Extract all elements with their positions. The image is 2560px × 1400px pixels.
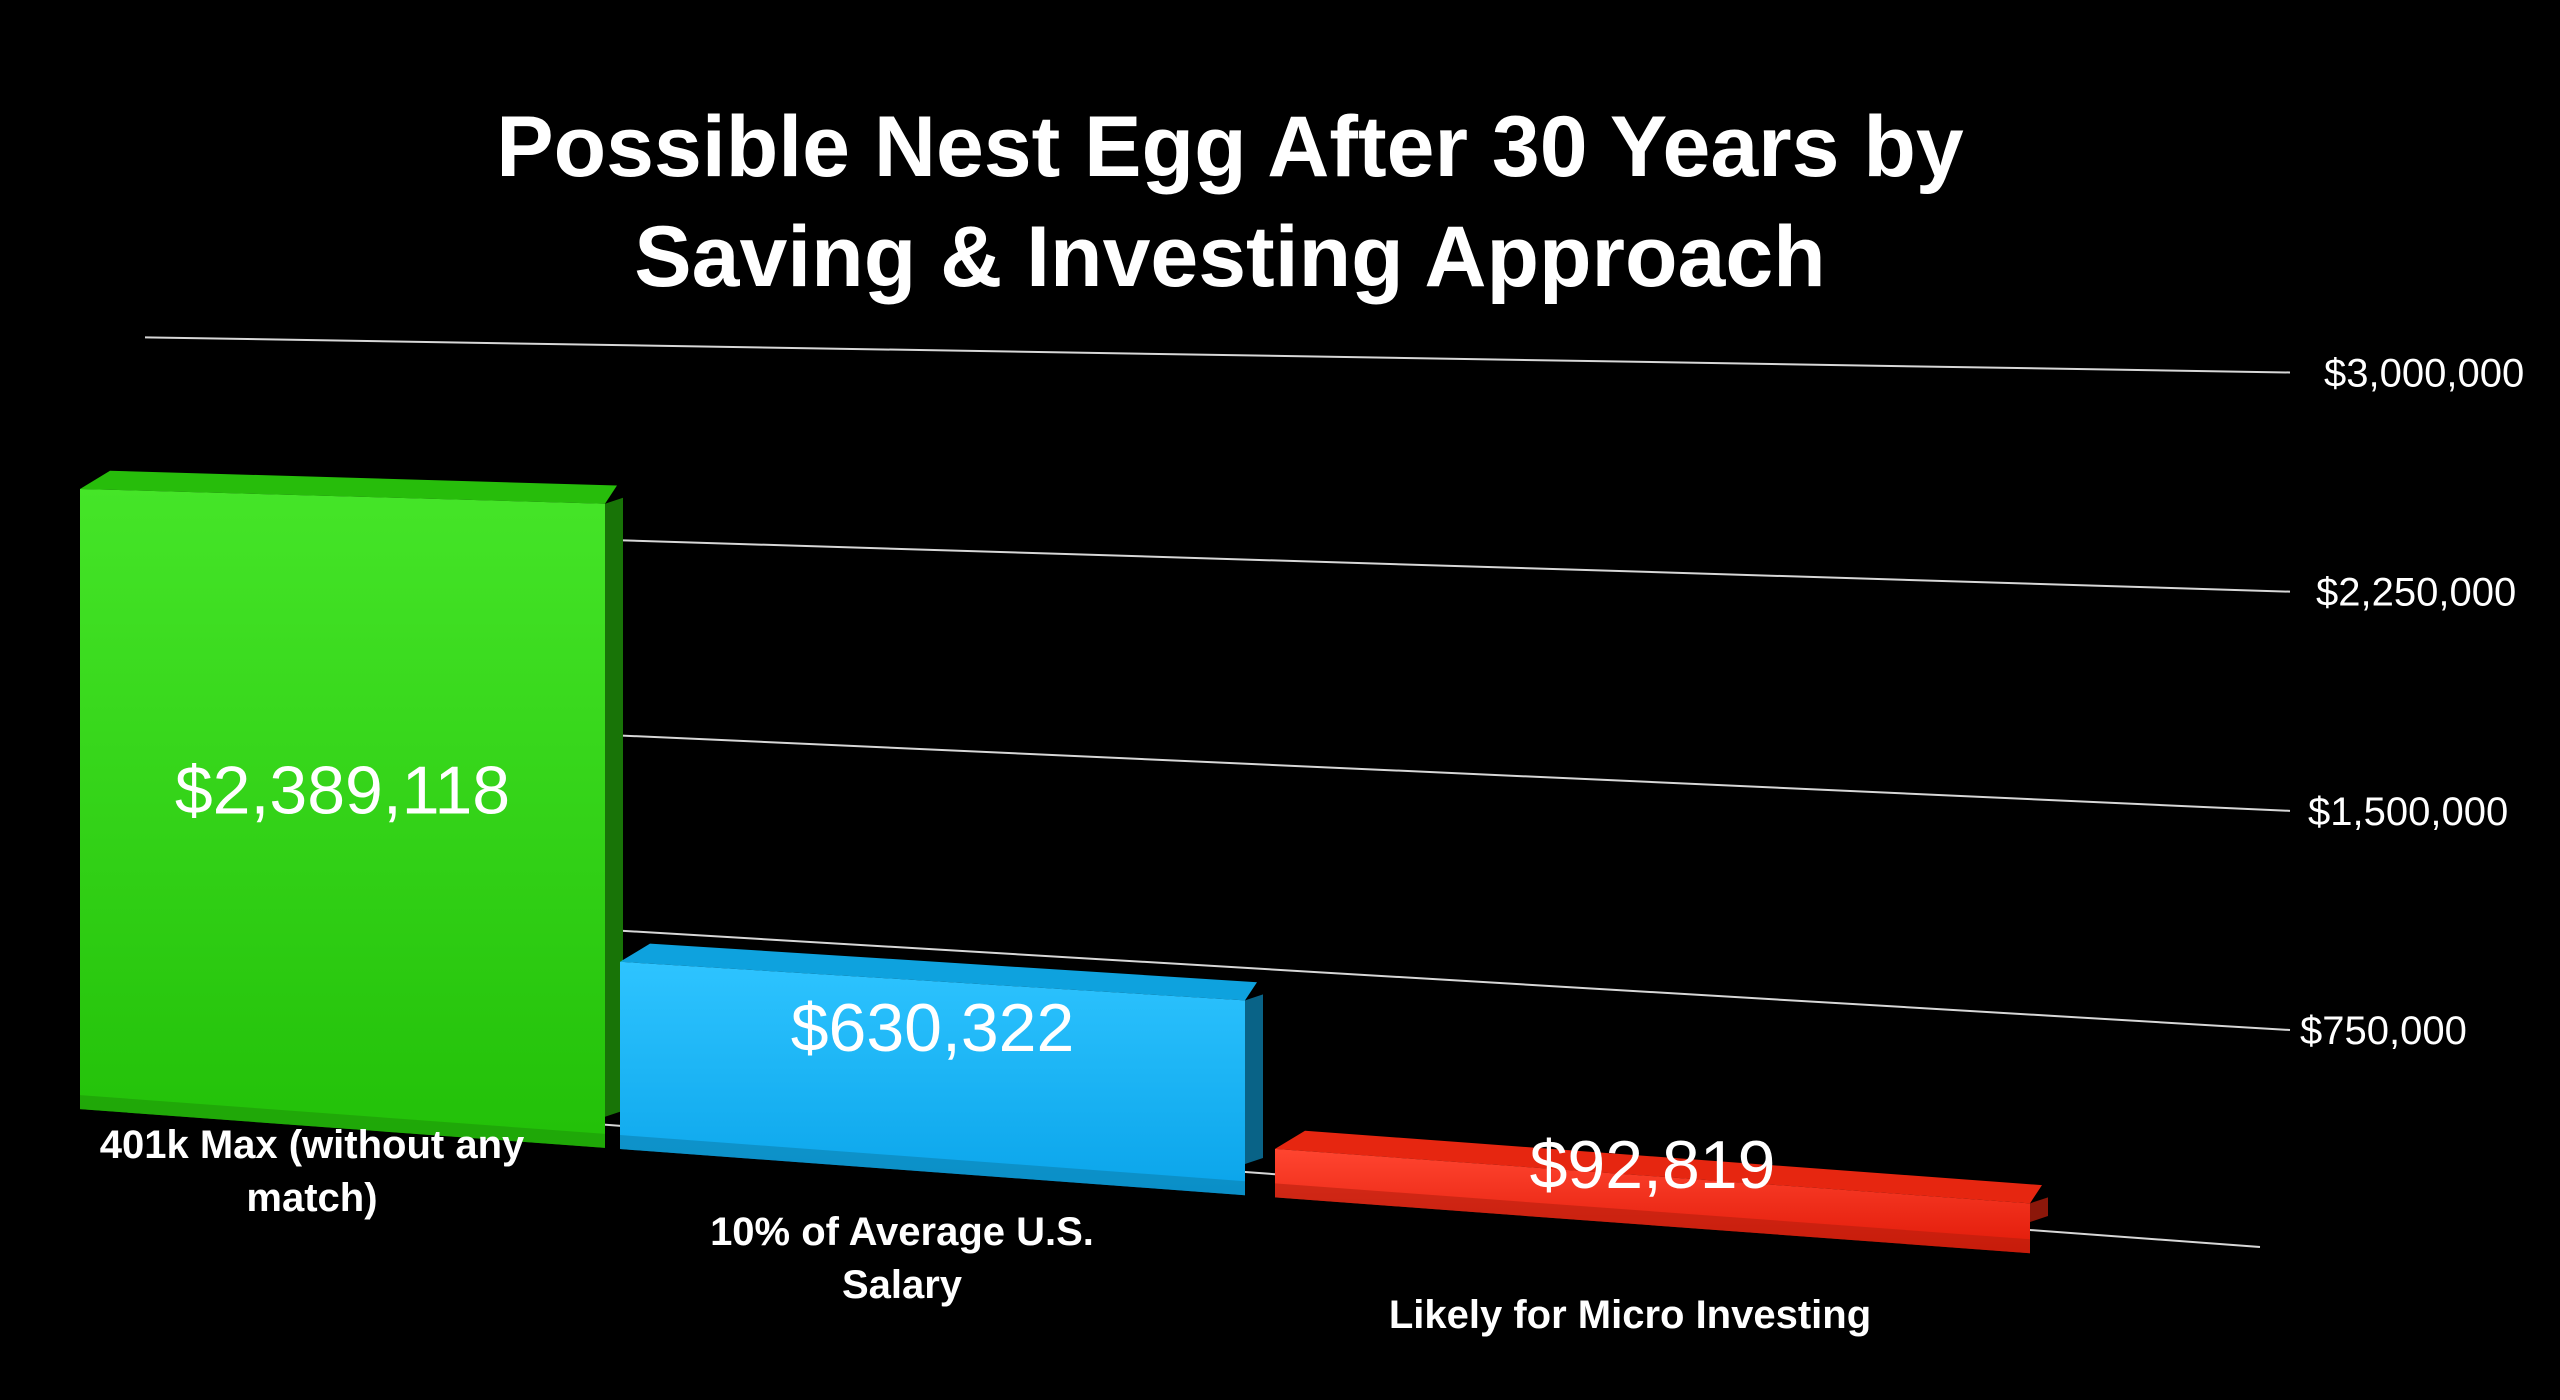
bar-front-0 — [80, 488, 605, 1148]
bar-labels: $2,389,118 401k Max (without any match) $63… — [100, 752, 1871, 1337]
chart-title-line-2: Saving & Investing Approach — [634, 209, 1826, 305]
bar-bottom-edge-0 — [80, 1095, 605, 1148]
data-label-1: $630,322 — [791, 990, 1075, 1066]
gridline-3 — [144, 336, 2291, 374]
y-tick-label-2: $2,250,000 — [2316, 571, 2516, 615]
category-label-1-line-1: Salary — [842, 1263, 963, 1307]
bar-side-0 — [605, 497, 623, 1117]
category-label-2-line-0: Likely for Micro Investing — [1389, 1293, 1871, 1337]
bar-front-1 — [620, 961, 1245, 1196]
y-tick-label-1: $1,500,000 — [2308, 790, 2508, 834]
data-label-0: $2,389,118 — [175, 752, 510, 828]
bar-2 — [1275, 1130, 2048, 1254]
bar-bottom-edge-1 — [620, 1135, 1245, 1196]
chart-title: Possible Nest Egg After 30 Years by Savi… — [0, 92, 2460, 312]
y-tick-label-3: $3,000,000 — [2324, 351, 2524, 395]
category-label-0-line-1: match) — [246, 1176, 377, 1220]
bar-side-2 — [2030, 1197, 2048, 1223]
y-tick-label-0: $750,000 — [2300, 1009, 2467, 1053]
bar-1 — [620, 943, 1263, 1196]
bar-top-2 — [1275, 1130, 2042, 1204]
chart-title-line-1: Possible Nest Egg After 30 Years by — [496, 99, 1964, 195]
bar-side-1 — [1245, 994, 1263, 1164]
bar-bottom-edge-2 — [1275, 1183, 2030, 1254]
bar-top-1 — [620, 943, 1257, 1001]
bar-0 — [80, 470, 623, 1148]
category-label-1-line-0: 10% of Average U.S. — [710, 1210, 1094, 1254]
y-axis-ticks: $750,000 $1,500,000 $2,250,000 $3,000,000 — [2300, 351, 2524, 1053]
bars — [80, 470, 2048, 1254]
bar-top-0 — [80, 470, 617, 504]
data-label-2: $92,819 — [1530, 1127, 1776, 1203]
category-label-0-line-0: 401k Max (without any — [100, 1123, 525, 1167]
